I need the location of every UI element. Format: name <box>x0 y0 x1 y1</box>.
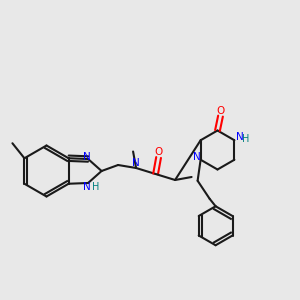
Text: N: N <box>132 158 140 168</box>
Text: N: N <box>83 152 91 162</box>
Text: H: H <box>242 134 250 144</box>
Text: N: N <box>83 182 91 192</box>
Text: O: O <box>216 106 225 116</box>
Text: O: O <box>154 147 163 157</box>
Text: N: N <box>193 152 201 162</box>
Text: H: H <box>92 182 99 192</box>
Text: N: N <box>236 132 244 142</box>
